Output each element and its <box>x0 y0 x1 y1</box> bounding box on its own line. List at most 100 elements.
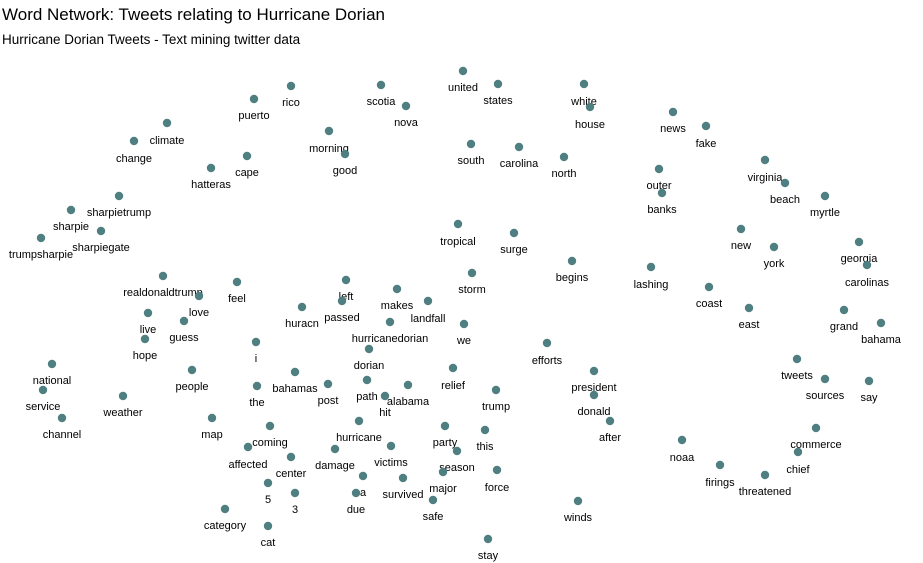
node-point-relief <box>448 363 458 373</box>
node-point-love <box>194 291 204 301</box>
node-point-channel <box>57 413 67 423</box>
node-point-hope <box>140 334 150 344</box>
node-point-season <box>452 446 462 456</box>
node-label-hurricane: hurricane <box>336 432 382 444</box>
node-point-dorian <box>364 344 374 354</box>
node-point-the <box>252 381 262 391</box>
node-point-good <box>340 149 350 159</box>
node-point-storm <box>467 268 477 278</box>
node-label-this: this <box>476 441 494 453</box>
node-label-winds: winds <box>563 512 593 524</box>
node-label-force: force <box>485 482 509 494</box>
node-point-tweets <box>792 354 802 364</box>
node-point-donald <box>589 390 599 400</box>
node-point-east <box>744 303 754 313</box>
node-point-morning <box>324 126 334 136</box>
node-point-say <box>864 376 874 386</box>
node-label-season: season <box>439 462 474 474</box>
node-point-tropical <box>453 219 463 229</box>
node-point-realdonaldtrump <box>158 271 168 281</box>
node-point-outer <box>654 164 664 174</box>
node-point-center <box>286 452 296 462</box>
node-point-affected <box>243 442 253 452</box>
node-point-damage <box>330 444 340 454</box>
node-label-begins: begins <box>556 272 589 284</box>
node-label-relief: relief <box>441 380 466 392</box>
node-point-bahama <box>876 318 886 328</box>
node-point-cat <box>263 521 273 531</box>
node-label-president: president <box>571 382 616 394</box>
node-label-trumpsharpie: trumpsharpie <box>9 249 73 261</box>
node-point-new <box>736 224 746 234</box>
node-point-nova <box>401 101 411 111</box>
node-label-virginia: virginia <box>748 172 784 184</box>
node-point-sources <box>820 374 830 384</box>
node-point-grand <box>839 305 849 315</box>
node-label-house: house <box>575 119 605 131</box>
node-label-service: service <box>26 401 61 413</box>
node-point-hatteras <box>206 163 216 173</box>
node-point-people <box>187 365 197 375</box>
node-label-3: 3 <box>292 504 298 516</box>
node-label-cat: cat <box>261 537 276 549</box>
node-point-puerto <box>249 94 259 104</box>
node-point-trumpsharpie <box>36 233 46 243</box>
node-point-news <box>668 107 678 117</box>
node-label-i: i <box>255 353 257 365</box>
node-point-coast <box>704 282 714 292</box>
node-label-center: center <box>276 468 307 480</box>
node-point-carolinas <box>862 260 872 270</box>
node-label-5: 5 <box>265 494 271 506</box>
node-label-threatened: threatened <box>739 486 792 498</box>
node-point-service <box>38 385 48 395</box>
node-label-say: say <box>860 392 878 404</box>
node-point-south <box>466 139 476 149</box>
node-label-morning: morning <box>309 143 349 155</box>
node-point-climate <box>162 118 172 128</box>
node-point-noaa <box>677 435 687 445</box>
node-label-safe: safe <box>423 511 444 523</box>
node-label-dorian: dorian <box>354 360 385 372</box>
node-label-cape: cape <box>235 167 259 179</box>
node-point-sharpie <box>66 205 76 215</box>
node-point-change <box>129 136 139 146</box>
node-point-coming <box>265 421 275 431</box>
node-label-the: the <box>249 397 264 409</box>
node-point-house <box>585 102 595 112</box>
node-point-georgia <box>854 237 864 247</box>
node-label-stay: stay <box>478 550 499 562</box>
node-label-makes: makes <box>381 300 414 312</box>
node-label-major: major <box>429 483 457 495</box>
node-label-sharpietrump: sharpietrump <box>87 207 151 219</box>
node-label-banks: banks <box>647 204 677 216</box>
node-label-path: path <box>356 391 377 403</box>
node-point-we <box>459 319 469 329</box>
node-label-chief: chief <box>786 464 810 476</box>
node-label-north: north <box>551 168 576 180</box>
node-label-good: good <box>333 165 357 177</box>
node-point-cape <box>242 151 252 161</box>
node-point-a <box>358 471 368 481</box>
node-point-firings <box>715 460 725 470</box>
node-point-hurricane <box>354 416 364 426</box>
node-point-states <box>493 79 503 89</box>
node-point-bahamas <box>290 367 300 377</box>
node-point-category <box>220 504 230 514</box>
node-label-noaa: noaa <box>670 452 695 464</box>
node-label-post: post <box>318 395 339 407</box>
node-label-bahamas: bahamas <box>272 383 318 395</box>
node-label-efforts: efforts <box>532 355 563 367</box>
node-label-people: people <box>175 381 208 393</box>
node-point-major <box>438 467 448 477</box>
node-label-puerto: puerto <box>238 110 269 122</box>
node-label-firings: firings <box>705 477 735 489</box>
node-point-rico <box>286 81 296 91</box>
node-point-passed <box>337 296 347 306</box>
node-label-party: party <box>433 437 458 449</box>
node-point-sharpiegate <box>96 226 106 236</box>
node-point-post <box>323 379 333 389</box>
node-label-due: due <box>347 504 365 516</box>
node-label-rico: rico <box>282 97 300 109</box>
node-point-hurricanedorian <box>385 317 395 327</box>
node-point-makes <box>392 284 402 294</box>
